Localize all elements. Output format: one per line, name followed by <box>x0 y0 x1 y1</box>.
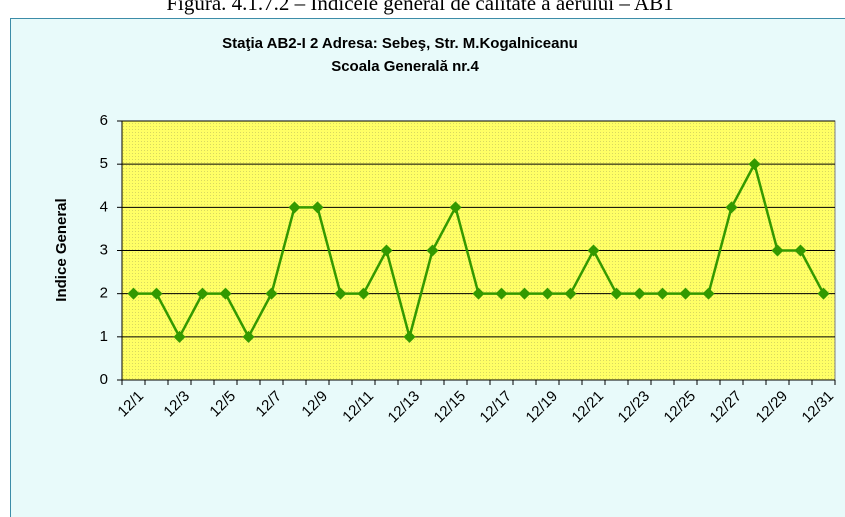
data-point <box>288 201 301 214</box>
data-point <box>748 158 761 171</box>
data-point <box>472 287 485 300</box>
data-point <box>196 287 209 300</box>
data-point <box>403 330 416 343</box>
data-point <box>656 287 669 300</box>
figure-caption: Figura. 4.1.7.2 – Indicele general de ca… <box>166 0 673 15</box>
y-tick-label: 3 <box>100 241 108 258</box>
data-point <box>794 244 807 257</box>
data-point <box>426 244 439 257</box>
data-point <box>265 287 278 300</box>
y-tick-label: 1 <box>100 328 108 345</box>
y-tick-label: 6 <box>100 112 108 129</box>
data-point <box>242 330 255 343</box>
y-axis-label: Indice General <box>53 198 70 301</box>
y-tick-label: 5 <box>100 155 108 172</box>
data-point <box>518 287 531 300</box>
data-point <box>150 287 163 300</box>
data-point <box>564 287 577 300</box>
data-point <box>587 244 600 257</box>
data-point <box>817 287 830 300</box>
data-point <box>449 201 462 214</box>
data-point <box>219 287 232 300</box>
data-point <box>311 201 324 214</box>
data-point <box>679 287 692 300</box>
data-point <box>495 287 508 300</box>
data-point <box>771 244 784 257</box>
data-point <box>380 244 393 257</box>
data-point <box>541 287 554 300</box>
y-tick-label: 4 <box>100 198 108 215</box>
y-tick-label: 2 <box>100 285 108 302</box>
data-point <box>610 287 623 300</box>
data-point <box>127 287 140 300</box>
data-point <box>725 201 738 214</box>
y-tick-label: 0 <box>100 371 108 388</box>
data-point <box>334 287 347 300</box>
chart-subtitle: Scoala Generală nr.4 <box>331 58 479 75</box>
data-point <box>173 330 186 343</box>
data-point <box>357 287 370 300</box>
data-point <box>702 287 715 300</box>
data-point <box>633 287 646 300</box>
chart-title: Staţia AB2-I 2 Adresa: Sebeş, Str. M.Kog… <box>222 35 578 52</box>
